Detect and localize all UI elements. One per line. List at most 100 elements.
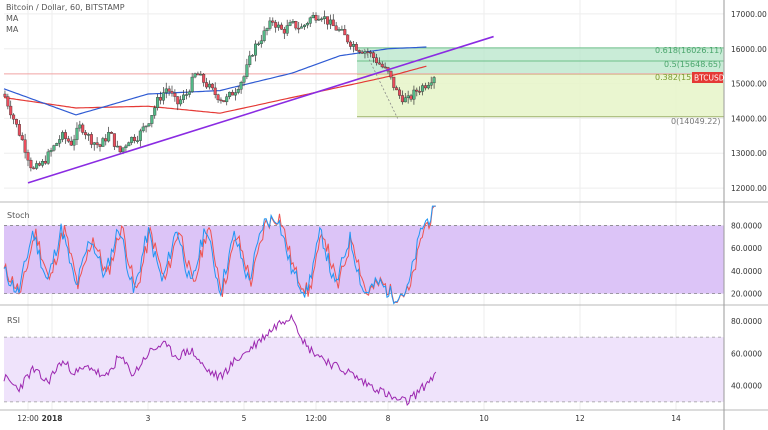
candle-body — [9, 105, 13, 116]
candle-body — [55, 143, 59, 146]
fib-label-05: 0.5(15648.65) — [664, 60, 721, 69]
candle-body — [115, 145, 119, 148]
candle-body — [282, 29, 286, 34]
candle-body — [190, 76, 194, 93]
candle-body — [29, 159, 33, 169]
fib-label-0382: 0.382(15 — [655, 73, 691, 82]
candle-body — [127, 142, 131, 147]
candle-body — [357, 50, 361, 53]
candle-body — [369, 52, 373, 54]
candle-body — [205, 82, 209, 88]
x-tick-label: 12 — [575, 414, 585, 423]
stoch-y-tick-label: 40.0000 — [731, 267, 762, 276]
x-tick-label: 3 — [146, 414, 151, 423]
candle-body — [61, 132, 65, 140]
stoch-k-line[interactable] — [3, 205, 436, 305]
candle-body — [398, 89, 402, 96]
x-tick-label: 2018 — [42, 414, 63, 423]
candle-body — [86, 134, 90, 136]
candle-body — [26, 152, 30, 161]
price-y-tick-label: 12000.00 — [731, 184, 767, 193]
ma-slow-line[interactable] — [3, 65, 427, 114]
candle-body — [317, 18, 321, 21]
candle-body — [311, 15, 315, 19]
x-tick-label: 12:00 — [305, 414, 327, 423]
candle-body — [265, 28, 269, 32]
candle-body — [432, 77, 436, 84]
candle-body — [167, 88, 171, 92]
candle-body — [297, 27, 301, 30]
candle-body — [101, 138, 105, 147]
candle-body — [72, 139, 76, 146]
candle-body — [182, 94, 186, 101]
candle-body — [153, 107, 157, 116]
candle-body — [150, 115, 154, 124]
candle-body — [288, 22, 292, 26]
candle-body — [78, 124, 82, 129]
candle-body — [89, 134, 93, 145]
candle-body — [305, 23, 309, 26]
candle-body — [268, 20, 272, 29]
candle-body — [43, 161, 47, 164]
indicator-ma-1: MA — [6, 14, 19, 23]
candle-body — [187, 91, 191, 95]
stochastic-pane[interactable] — [3, 205, 724, 305]
stoch-pane-label: Stoch — [7, 211, 30, 220]
candle-body — [426, 85, 430, 89]
candle-body — [239, 82, 243, 90]
candle-body — [254, 43, 258, 56]
candle-body — [161, 92, 165, 101]
candle-body — [141, 126, 145, 132]
candle-body — [256, 43, 260, 46]
candle-body — [251, 55, 255, 57]
candle-body — [6, 96, 10, 107]
candle-body — [389, 70, 393, 78]
fib-label-0618: 0.618(16026.11) — [655, 46, 722, 55]
trendline[interactable] — [27, 35, 494, 184]
rsi-y-tick-label: 80.0000 — [731, 317, 762, 326]
candle-body — [222, 100, 226, 103]
rsi-band — [4, 337, 724, 402]
candle-body — [84, 132, 88, 136]
candle-body — [346, 34, 350, 43]
x-tick-label: 8 — [386, 414, 391, 423]
candle-body — [363, 51, 367, 54]
candle-body — [207, 83, 211, 88]
fib-zone-lower — [357, 74, 724, 117]
candle-body — [216, 94, 220, 101]
stoch-y-tick-label: 20.0000 — [731, 290, 762, 299]
candle-body — [279, 24, 283, 30]
candle-body — [110, 132, 114, 134]
price-tag-label: BTCUSD — [694, 74, 725, 83]
candle-body — [228, 91, 232, 97]
price-y-tick-label: 15000.00 — [731, 80, 767, 89]
candle-body — [302, 24, 306, 28]
candle-body — [176, 96, 180, 105]
candle-body — [334, 25, 338, 31]
candle-body — [58, 139, 62, 144]
candle-body — [219, 99, 223, 102]
candle-body — [184, 94, 188, 96]
candle-body — [236, 89, 240, 93]
x-tick-label: 12:00 — [17, 414, 39, 423]
candle-body — [69, 140, 73, 146]
price-pane[interactable] — [3, 10, 494, 184]
candle-body — [406, 95, 410, 98]
price-y-tick-label: 17000.00 — [731, 10, 767, 19]
candle-body — [52, 145, 56, 151]
candle-body — [199, 74, 203, 76]
candle-body — [259, 40, 263, 45]
candle-body — [40, 161, 44, 166]
candle-body — [66, 138, 70, 142]
candle-body — [230, 91, 234, 96]
candle-body — [138, 130, 142, 141]
candle-body — [392, 76, 396, 88]
stoch-d-line[interactable] — [3, 205, 436, 304]
candle-body — [233, 92, 237, 96]
candle-body — [326, 16, 330, 25]
candle-body — [294, 21, 298, 29]
rsi-line[interactable] — [3, 313, 437, 407]
candle-body — [20, 135, 24, 141]
rsi-pane[interactable] — [3, 313, 724, 407]
